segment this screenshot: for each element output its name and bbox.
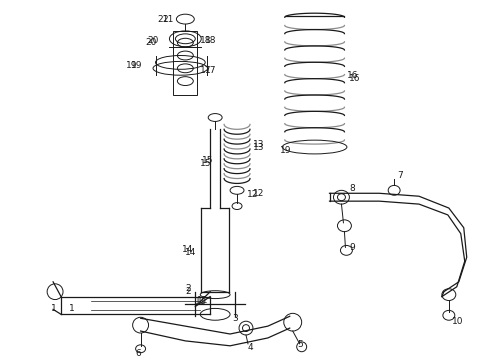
Text: 7: 7 xyxy=(397,171,403,180)
Text: 13: 13 xyxy=(253,143,265,152)
Text: 2: 2 xyxy=(185,287,191,296)
Text: 5: 5 xyxy=(298,340,303,349)
Text: 4: 4 xyxy=(248,343,254,352)
Text: 11: 11 xyxy=(197,296,209,305)
Text: 21: 21 xyxy=(163,15,174,24)
Text: 13: 13 xyxy=(253,140,265,149)
Text: 20: 20 xyxy=(147,36,159,45)
Text: 18: 18 xyxy=(200,36,212,45)
Text: 1: 1 xyxy=(51,304,57,313)
Text: 12: 12 xyxy=(253,189,264,198)
Text: 16: 16 xyxy=(349,74,361,83)
Text: 18: 18 xyxy=(205,36,217,45)
Text: 15: 15 xyxy=(200,159,212,168)
Text: 12: 12 xyxy=(247,190,258,199)
Text: 15: 15 xyxy=(202,156,214,165)
Text: 9: 9 xyxy=(349,243,355,252)
Text: 16: 16 xyxy=(347,71,359,80)
Text: 6: 6 xyxy=(136,349,142,358)
Text: 19: 19 xyxy=(131,61,142,70)
Text: 1: 1 xyxy=(69,304,75,313)
Text: 17: 17 xyxy=(205,66,217,75)
Text: 17: 17 xyxy=(200,66,212,75)
Text: 2: 2 xyxy=(185,284,191,293)
Text: 20: 20 xyxy=(146,38,157,47)
Text: 21: 21 xyxy=(157,15,169,24)
Text: 11: 11 xyxy=(196,297,207,306)
Text: 14: 14 xyxy=(182,245,194,254)
Text: 19: 19 xyxy=(125,61,137,70)
Text: 14: 14 xyxy=(185,248,196,257)
Text: 3: 3 xyxy=(232,314,238,323)
Text: 10: 10 xyxy=(452,317,464,326)
Text: 8: 8 xyxy=(349,184,355,193)
Text: 19: 19 xyxy=(280,147,291,156)
Bar xyxy=(173,31,197,95)
